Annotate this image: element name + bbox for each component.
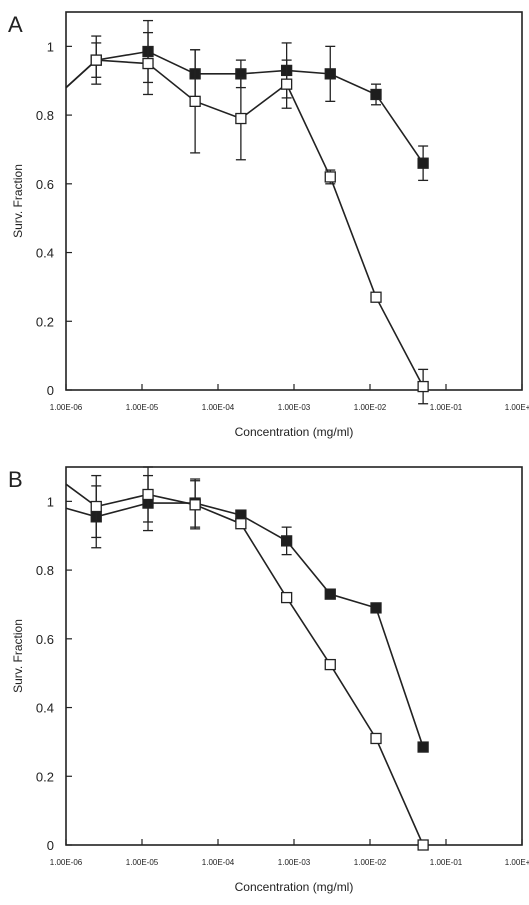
chart-b-point-filled xyxy=(417,741,429,753)
chart-b-point-filled xyxy=(280,535,293,547)
panel-letter-b: B xyxy=(8,467,23,492)
chart-b-y-axis-title: Surv. Fraction xyxy=(11,619,25,693)
chart-a-x-tick-label: 1.00E-02 xyxy=(354,403,387,412)
panel-letter-a: A xyxy=(8,12,23,37)
chart-a-series-line xyxy=(65,59,424,387)
chart-a-point-open xyxy=(90,54,102,66)
chart-b-point-filled xyxy=(324,588,336,600)
chart-a-x-tick-label: 1.00E+00 xyxy=(505,403,529,412)
chart-b-series-filled xyxy=(65,474,429,753)
chart-a-x-tick-label: 1.00E-05 xyxy=(126,403,159,412)
chart-a-point-filled xyxy=(417,157,429,169)
chart-b-series-line xyxy=(65,502,424,748)
chart-a-y-tick-label: 0.6 xyxy=(36,177,54,192)
chart-a-point-open xyxy=(417,380,429,393)
chart-b-x-axis-title: Concentration (mg/ml) xyxy=(235,880,354,894)
chart-a-point-open xyxy=(324,171,336,183)
chart-b-x-tick-label: 1.00E-01 xyxy=(430,858,463,867)
chart-a-series-filled xyxy=(65,19,429,182)
chart-b-point-open xyxy=(370,732,382,745)
chart-a-y-tick-label: 0 xyxy=(47,383,54,398)
chart-b-y-tick-label: 0 xyxy=(47,838,54,853)
chart-b-x-tick-label: 1.00E+00 xyxy=(505,858,529,867)
chart-b-point-open xyxy=(324,658,336,671)
chart-b-point-filled xyxy=(370,602,382,614)
chart-a-x-axis-title: Concentration (mg/ml) xyxy=(235,425,354,439)
chart-b-point-open xyxy=(189,499,201,511)
chart-a-point-open xyxy=(370,291,382,303)
chart-a-point-filled xyxy=(370,88,382,101)
chart-b-point-open xyxy=(142,488,154,501)
chart-a-point-open xyxy=(280,78,293,90)
chart-b-series-open xyxy=(65,466,429,851)
chart-a-y-tick-label: 0.2 xyxy=(36,314,54,329)
chart-b-y-tick-label: 0.2 xyxy=(36,769,54,784)
chart-a-y-tick-label: 1 xyxy=(47,39,54,54)
chart-a-y-axis-title: Surv. Fraction xyxy=(11,164,25,238)
chart-panel-b: B 0 0.2 0.4 0.6 0.8 1 1.00E-06 1.00E-05 1.00E-04… xyxy=(0,455,529,900)
chart-a-x-tick-label: 1.00E-04 xyxy=(202,403,235,412)
chart-a-y-tick-label: 0.4 xyxy=(36,246,54,261)
chart-a-series-open xyxy=(65,31,429,405)
chart-b-y-tick-label: 0.4 xyxy=(36,701,54,716)
chart-a-point-filled xyxy=(324,68,336,80)
chart-a-x-tick-label: 1.00E-01 xyxy=(430,403,463,412)
chart-panel-a: A 0 0.2 0.4 0.6 0.8 1 1.00E-06 1.00E-05 1.00E-04… xyxy=(0,0,529,445)
chart-b-plot-frame xyxy=(65,466,523,846)
chart-b-point-open xyxy=(235,518,247,530)
chart-a-plot-frame xyxy=(65,11,523,391)
chart-a-point-open xyxy=(189,95,201,107)
chart-b-x-tick-label: 1.00E-03 xyxy=(278,858,311,867)
chart-b-x-tick-label: 1.00E-06 xyxy=(50,858,83,867)
chart-b-series-line xyxy=(65,483,424,846)
chart-b-y-tick-label: 0.8 xyxy=(36,563,54,578)
chart-b-x-tick-label: 1.00E-05 xyxy=(126,858,159,867)
chart-b-x-tick-label: 1.00E-02 xyxy=(354,858,387,867)
chart-b-point-open xyxy=(280,591,293,604)
chart-b-point-open xyxy=(90,500,102,513)
chart-a-point-open xyxy=(142,57,154,70)
chart-b-x-tick-label: 1.00E-04 xyxy=(202,858,235,867)
chart-a-y-tick-label: 0.8 xyxy=(36,108,54,123)
chart-b-point-open xyxy=(417,839,429,851)
chart-a-x-tick-label: 1.00E-06 xyxy=(50,403,83,412)
chart-b-y-tick-label: 0.6 xyxy=(36,632,54,647)
chart-b: 0 0.2 0.4 0.6 0.8 1 1.00E-06 1.00E-05 1.00E-04 1.… xyxy=(11,466,529,894)
chart-a: 0 0.2 0.4 0.6 0.8 1 1.00E-06 1.00E-05 1.00E-04 1.… xyxy=(11,11,529,439)
chart-a-x-tick-label: 1.00E-03 xyxy=(278,403,311,412)
chart-a-point-open xyxy=(235,112,247,125)
chart-b-y-tick-label: 1 xyxy=(47,494,54,509)
